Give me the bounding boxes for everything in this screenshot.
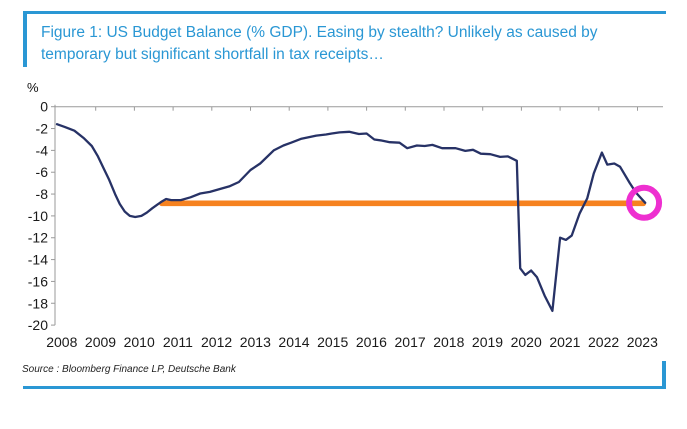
header-left-border <box>23 11 27 67</box>
y-tick-label: 0 <box>40 99 48 115</box>
axes-group <box>51 104 663 326</box>
y-tick-label: -2 <box>36 121 49 137</box>
y-tick-label: -16 <box>28 273 48 289</box>
y-axis-unit-label: % <box>27 80 39 95</box>
x-tick-label: 2013 <box>240 334 271 350</box>
x-tick-label: 2022 <box>588 334 619 350</box>
highlight-circle <box>626 184 663 221</box>
x-tick-label: 2019 <box>472 334 503 350</box>
x-tick-label: 2020 <box>511 334 542 350</box>
y-tick-label: -10 <box>28 208 48 224</box>
x-tick-label: 2016 <box>356 334 387 350</box>
footer-bottom-border <box>23 386 666 389</box>
y-tick-label: -4 <box>36 142 49 158</box>
x-tick-label: 2021 <box>549 334 580 350</box>
y-tick-label: -6 <box>36 164 49 180</box>
x-tick-label: 2009 <box>85 334 116 350</box>
x-tick-label: 2017 <box>395 334 426 350</box>
figure-title-line1: Figure 1: US Budget Balance (% GDP). Eas… <box>41 24 598 41</box>
x-tick-label: 2014 <box>278 334 309 350</box>
header-top-border <box>23 11 666 14</box>
x-tick-label: 2008 <box>46 334 77 350</box>
series-group <box>55 123 647 313</box>
x-tick-label: 2018 <box>433 334 464 350</box>
y-tick-label: -20 <box>28 317 48 333</box>
x-tick-label: 2015 <box>317 334 348 350</box>
figure-title-line2: temporary but significant shortfall in t… <box>41 46 384 63</box>
source-note: Source : Bloomberg Finance LP, Deutsche … <box>22 364 236 375</box>
annotation-group <box>626 184 663 221</box>
y-tick-label: -14 <box>28 252 48 268</box>
x-tick-label: 2023 <box>627 334 658 350</box>
figure-title: Figure 1: US Budget Balance (% GDP). Eas… <box>41 22 656 66</box>
budget-balance-line <box>55 123 647 313</box>
y-tick-label: -18 <box>28 295 48 311</box>
x-tick-label: 2012 <box>201 334 232 350</box>
x-tick-label: 2011 <box>163 334 193 350</box>
y-tick-label: -12 <box>28 230 48 246</box>
x-tick-label: 2010 <box>124 334 155 350</box>
footer-right-border <box>662 361 666 389</box>
y-tick-label: -8 <box>36 186 49 202</box>
